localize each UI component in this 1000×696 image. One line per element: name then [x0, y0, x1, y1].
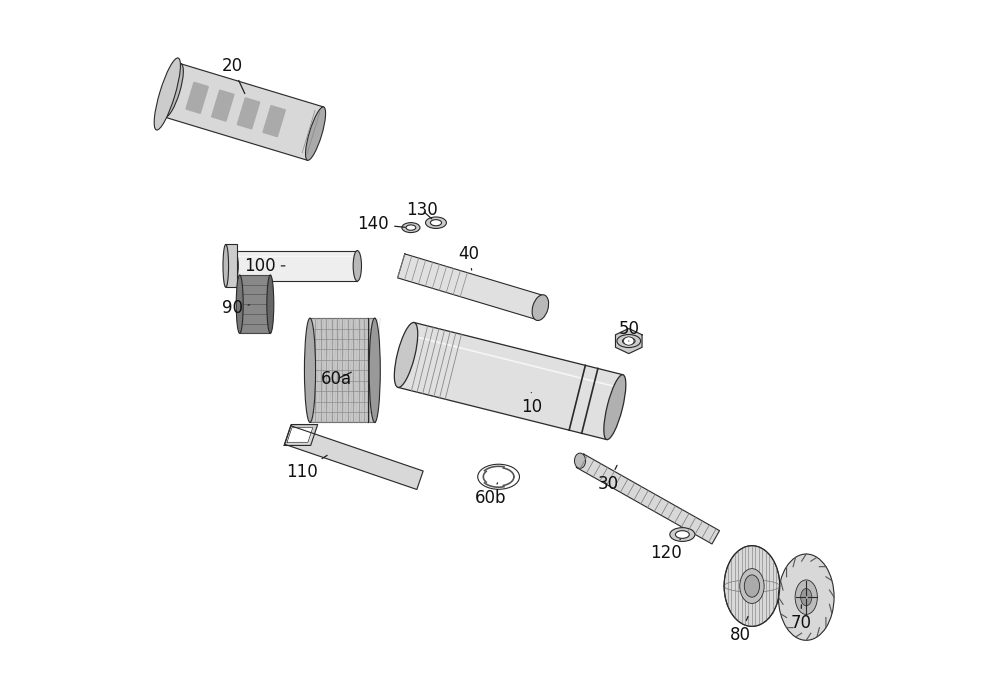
- Text: 30: 30: [597, 466, 618, 493]
- Text: 110: 110: [286, 455, 327, 481]
- Text: 90: 90: [222, 299, 249, 317]
- Ellipse shape: [230, 251, 238, 281]
- Ellipse shape: [154, 58, 180, 130]
- Ellipse shape: [304, 318, 316, 422]
- Polygon shape: [284, 425, 318, 445]
- Bar: [240, 275, 270, 333]
- Ellipse shape: [675, 530, 689, 539]
- Ellipse shape: [353, 251, 361, 281]
- Ellipse shape: [795, 580, 817, 615]
- Polygon shape: [287, 427, 313, 443]
- Ellipse shape: [532, 295, 549, 320]
- Ellipse shape: [574, 453, 586, 468]
- Polygon shape: [398, 322, 623, 440]
- Text: 120: 120: [650, 539, 682, 562]
- Polygon shape: [212, 90, 234, 121]
- Ellipse shape: [744, 575, 760, 597]
- Ellipse shape: [394, 322, 418, 388]
- Ellipse shape: [223, 244, 229, 287]
- Text: 60a: 60a: [321, 370, 352, 388]
- Ellipse shape: [402, 223, 420, 232]
- Ellipse shape: [724, 546, 780, 626]
- Ellipse shape: [778, 554, 834, 640]
- Ellipse shape: [369, 318, 380, 422]
- Text: 130: 130: [406, 201, 438, 219]
- Ellipse shape: [604, 374, 626, 440]
- Polygon shape: [263, 106, 285, 136]
- Ellipse shape: [624, 337, 634, 345]
- Polygon shape: [398, 254, 544, 319]
- Ellipse shape: [430, 220, 442, 226]
- Bar: [234, 251, 357, 281]
- Text: 140: 140: [358, 215, 405, 233]
- Text: 80: 80: [730, 617, 751, 644]
- Polygon shape: [285, 426, 423, 489]
- Text: 50: 50: [618, 320, 639, 341]
- Ellipse shape: [801, 589, 812, 606]
- Ellipse shape: [426, 217, 446, 228]
- Ellipse shape: [617, 335, 641, 347]
- Text: 70: 70: [791, 605, 812, 632]
- Bar: [310, 318, 375, 422]
- Bar: [226, 244, 237, 287]
- Text: 40: 40: [458, 245, 479, 270]
- Ellipse shape: [406, 225, 416, 230]
- Ellipse shape: [622, 338, 635, 345]
- Text: 20: 20: [221, 57, 245, 93]
- Polygon shape: [576, 454, 720, 544]
- Polygon shape: [615, 329, 642, 354]
- Ellipse shape: [670, 528, 695, 541]
- Ellipse shape: [306, 107, 326, 160]
- Text: 10: 10: [521, 393, 542, 416]
- Polygon shape: [165, 64, 324, 160]
- Polygon shape: [237, 98, 260, 129]
- Text: 100: 100: [244, 257, 285, 275]
- Polygon shape: [186, 82, 208, 113]
- Ellipse shape: [740, 569, 764, 603]
- Ellipse shape: [267, 275, 274, 333]
- Ellipse shape: [236, 275, 243, 333]
- Ellipse shape: [162, 64, 183, 117]
- Text: 60b: 60b: [475, 483, 507, 507]
